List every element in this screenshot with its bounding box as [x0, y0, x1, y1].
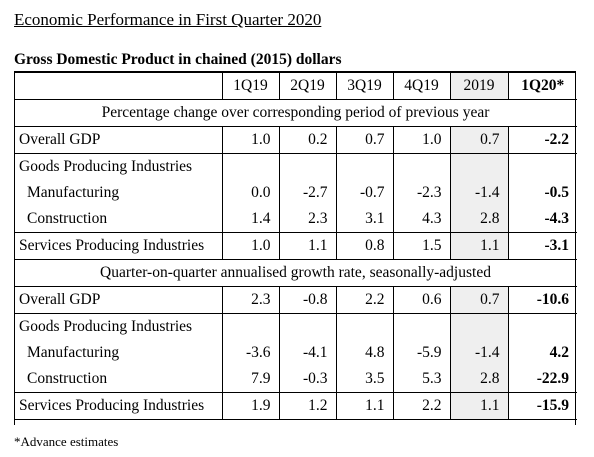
- header-1q19: 1Q19: [221, 73, 279, 100]
- table-row: Overall GDP 1.0 0.2 0.7 1.0 0.7 -2.2: [14, 126, 577, 154]
- cell-value: 1.1: [449, 392, 508, 420]
- row-label: Overall GDP: [14, 286, 222, 314]
- table-row: Manufacturing 0.0 -2.7 -0.7 -2.3 -1.4 -0…: [14, 180, 577, 206]
- row-label: Goods Producing Industries: [19, 158, 193, 175]
- table-row: Overall GDP 2.3 -0.8 2.2 0.6 0.7 -10.6: [14, 286, 577, 314]
- cell-value: 2.8: [449, 206, 508, 233]
- table-row: Construction 1.4 2.3 3.1 4.3 2.8 -4.3: [14, 206, 577, 233]
- cell-value: 4.8: [335, 340, 393, 366]
- cell-value: [449, 313, 508, 340]
- gdp-table: 1Q19 2Q19 3Q19 4Q19 2019 1Q20* Percentag…: [14, 73, 577, 420]
- cell-value: 3.1: [335, 206, 393, 233]
- cell-value: 0.8: [335, 232, 393, 260]
- cell-value: 1.4: [221, 206, 279, 233]
- cell-value: [335, 153, 393, 180]
- cell-value: -4.3: [507, 206, 577, 233]
- section-title-row: Quarter-on-quarter annualised growth rat…: [14, 259, 577, 287]
- table-row: Construction 7.9 -0.3 3.5 5.3 2.8 -22.9: [14, 366, 577, 393]
- cell-value: 7.9: [221, 366, 279, 393]
- cell-value: [278, 153, 336, 180]
- cell-value: 1.9: [221, 392, 279, 420]
- header-row: 1Q19 2Q19 3Q19 4Q19 2019 1Q20*: [14, 73, 577, 100]
- row-label: Manufacturing: [27, 184, 120, 201]
- row-label: Services Producing Industries: [14, 392, 222, 420]
- table-row: Services Producing Industries 1.9 1.2 1.…: [14, 392, 577, 420]
- cell-value: 4.3: [392, 206, 450, 233]
- cell-value: 0.2: [278, 126, 336, 154]
- cell-value: 4.2: [507, 340, 577, 366]
- cell-value: [507, 153, 577, 180]
- table-row: Services Producing Industries 1.0 1.1 0.…: [14, 232, 577, 260]
- cell-value: [449, 153, 508, 180]
- section-title-yoy: Percentage change over corresponding per…: [14, 99, 577, 127]
- row-label: Services Producing Industries: [14, 232, 222, 260]
- cell-value: [392, 153, 450, 180]
- header-label-cell: [14, 73, 222, 100]
- cell-value: 0.7: [449, 126, 508, 154]
- cell-value: -2.2: [507, 126, 577, 154]
- header-2q19: 2Q19: [278, 73, 336, 100]
- cell-value: 0.7: [335, 126, 393, 154]
- cell-value: 0.6: [392, 286, 450, 314]
- table-row: Goods Producing Industries: [14, 153, 577, 180]
- row-label: Construction: [14, 206, 222, 233]
- cell-value: 2.8: [449, 366, 508, 393]
- row-label: Overall GDP: [14, 126, 222, 154]
- header-1q20: 1Q20*: [507, 73, 577, 100]
- cell-value: 1.1: [335, 392, 393, 420]
- cell-value: -0.7: [335, 180, 393, 206]
- cell-value: [335, 313, 393, 340]
- cell-value: -10.6: [507, 286, 577, 314]
- section-title-row: Percentage change over corresponding per…: [14, 99, 577, 127]
- header-4q19: 4Q19: [392, 73, 450, 100]
- cell-value: 1.0: [392, 126, 450, 154]
- cell-value: -1.4: [449, 180, 508, 206]
- cell-value: -3.1: [507, 232, 577, 260]
- table-row: Goods Producing Industries: [14, 313, 577, 340]
- table-title: Gross Domestic Product in chained (2015)…: [14, 51, 342, 68]
- cell-value: -2.7: [278, 180, 336, 206]
- cell-value: 2.3: [221, 286, 279, 314]
- cell-value: 1.2: [278, 392, 336, 420]
- cell-value: 1.5: [392, 232, 450, 260]
- cell-value: 1.0: [221, 232, 279, 260]
- cell-value: -5.9: [392, 340, 450, 366]
- cell-value: 2.2: [335, 286, 393, 314]
- cell-value: -0.8: [278, 286, 336, 314]
- cell-value: -3.6: [221, 340, 279, 366]
- table-top-rule: [14, 71, 576, 73]
- cell-value: -1.4: [449, 340, 508, 366]
- cell-value: -4.1: [278, 340, 336, 366]
- cell-value: 1.0: [221, 126, 279, 154]
- cell-value: 5.3: [392, 366, 450, 393]
- cell-value: 2.3: [278, 206, 336, 233]
- row-label: Construction: [14, 366, 222, 393]
- row-label: Manufacturing: [27, 344, 120, 361]
- cell-value: 1.1: [278, 232, 336, 260]
- cell-value: [507, 313, 577, 340]
- cell-value: -22.9: [507, 366, 577, 393]
- cell-value: [221, 153, 279, 180]
- section-title-qoq: Quarter-on-quarter annualised growth rat…: [14, 259, 577, 287]
- cell-value: 3.5: [335, 366, 393, 393]
- footnote: *Advance estimates: [14, 434, 119, 449]
- cell-value: [278, 313, 336, 340]
- table-row: Manufacturing -3.6 -4.1 4.8 -5.9 -1.4 4.…: [14, 340, 577, 366]
- cell-value: -15.9: [507, 392, 577, 420]
- cell-value: 1.1: [449, 232, 508, 260]
- cell-value: 2.2: [392, 392, 450, 420]
- cell-value: -0.3: [278, 366, 336, 393]
- cell-value: -2.3: [392, 180, 450, 206]
- cell-value: [392, 313, 450, 340]
- cell-value: 0.7: [449, 286, 508, 314]
- cell-value: 0.0: [221, 180, 279, 206]
- cell-value: -0.5: [507, 180, 577, 206]
- cell-value: [221, 313, 279, 340]
- header-3q19: 3Q19: [335, 73, 393, 100]
- header-2019: 2019: [449, 73, 508, 100]
- page-title: Economic Performance in First Quarter 20…: [14, 10, 322, 29]
- row-label: Goods Producing Industries: [19, 318, 193, 335]
